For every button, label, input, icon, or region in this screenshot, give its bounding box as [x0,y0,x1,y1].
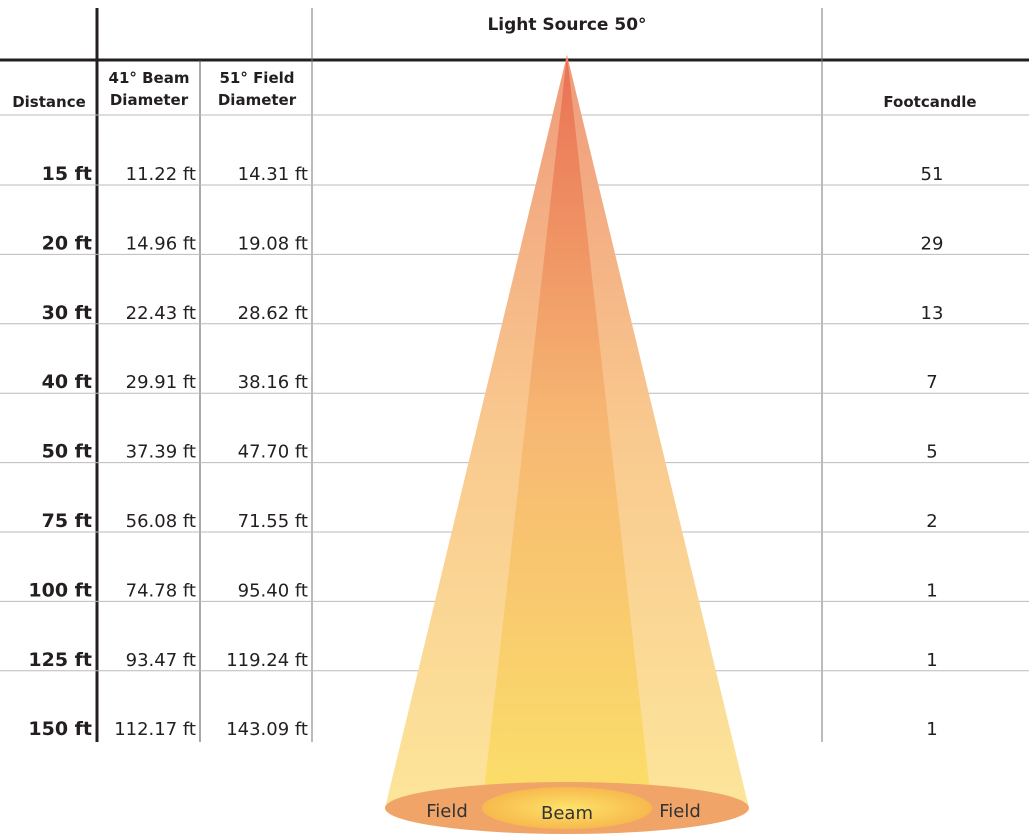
footcandle: 5 [926,442,937,463]
footcandle: 51 [921,164,944,185]
field-diameter: 47.70 ft [238,442,308,463]
footcandle: 29 [921,233,944,254]
distance: 75 ft [42,510,92,532]
field-diameter: 14.31 ft [238,164,308,185]
beam-diameter: 29.91 ft [126,372,196,393]
column-header: 41° Beam [109,69,190,87]
field-label: Field [426,801,468,822]
light-cone [385,55,749,834]
field-label: Field [659,801,701,822]
column-header: Distance [12,93,86,111]
beam-diameter: 14.96 ft [126,233,196,254]
field-diameter: 119.24 ft [226,650,308,671]
beam-diameter: 112.17 ft [114,719,196,740]
footcandle: 2 [926,511,937,532]
beam-diameter: 37.39 ft [126,442,196,463]
column-header: Diameter [218,91,297,109]
beam-diameter: 93.47 ft [126,650,196,671]
distance: 15 ft [42,163,92,185]
distance: 20 ft [42,232,92,254]
light-source-title: Light Source 50° [487,15,646,35]
beam-diameter: 74.78 ft [126,580,196,601]
beam-label: Beam [541,803,593,824]
field-diameter: 19.08 ft [238,233,308,254]
column-header: 51° Field [219,69,294,87]
distance: 50 ft [42,441,92,463]
distance: 40 ft [42,371,92,393]
field-diameter: 143.09 ft [226,719,308,740]
field-diameter: 95.40 ft [238,580,308,601]
beam-diameter: 56.08 ft [126,511,196,532]
footcandle: 1 [926,719,937,740]
beam-diameter: 22.43 ft [126,303,196,324]
column-header: Diameter [110,91,189,109]
distance: 150 ft [28,718,92,740]
field-diameter: 28.62 ft [238,303,308,324]
distance: 125 ft [28,649,92,671]
photometric-chart: Light Source 50° Field Beam Field Distan… [0,0,1029,840]
field-diameter: 71.55 ft [238,511,308,532]
footcandle: 1 [926,580,937,601]
field-diameter: 38.16 ft [238,372,308,393]
footcandle: 13 [921,303,944,324]
footcandle: 7 [926,372,937,393]
distance: 100 ft [28,579,92,601]
footcandle: 1 [926,650,937,671]
page: Light Source 50° Field Beam Field Distan… [0,0,1029,840]
distance: 30 ft [42,302,92,324]
beam-diameter: 11.22 ft [126,164,196,185]
column-header: Footcandle [883,93,976,111]
